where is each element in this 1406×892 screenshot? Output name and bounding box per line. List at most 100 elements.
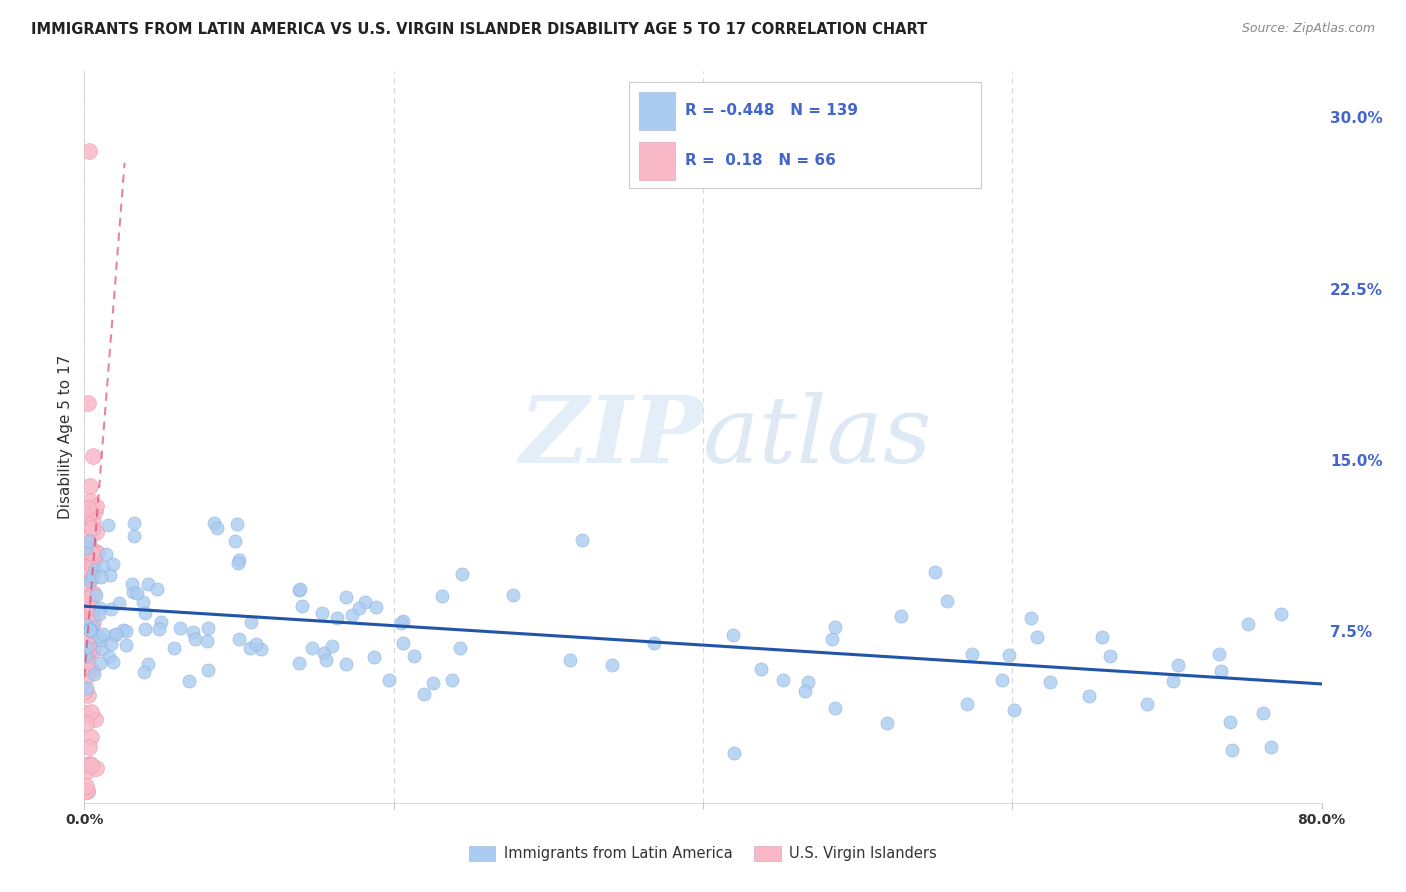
Point [1236,616,1258,631]
Point [96,547,118,561]
Point [87,607,110,621]
Point [132,594,155,608]
Point [392,635,415,649]
Point [311,606,333,620]
Point [643,636,665,650]
Point [75,604,97,618]
Point [321,640,343,654]
Point [101,558,124,572]
Point [76,608,98,623]
Point [205,521,228,535]
Point [79,623,101,637]
Point [87,629,110,643]
Point [451,566,474,581]
Point [240,615,263,629]
Point [430,589,453,603]
Point [73,684,96,698]
Point [84,588,107,602]
Point [100,602,122,616]
Point [239,640,262,655]
Point [73,629,96,643]
Point [75,670,97,684]
Point [76,591,98,606]
Point [1208,647,1230,661]
Point [82,546,104,560]
Point [98,649,121,664]
Point [169,621,191,635]
Point [162,641,184,656]
Point [75,715,97,730]
Point [75,706,97,720]
Point [132,665,155,680]
Point [75,782,97,797]
Point [136,577,159,591]
Point [197,663,219,677]
Point [80,705,103,719]
Point [79,623,101,637]
Point [82,620,104,634]
Point [378,673,401,687]
Point [84,524,107,539]
Point [177,673,200,688]
Point [1098,649,1121,664]
Point [104,627,127,641]
Point [558,653,581,667]
Text: IMMIGRANTS FROM LATIN AMERICA VS U.S. VIRGIN ISLANDER DISABILITY AGE 5 TO 17 COR: IMMIGRANTS FROM LATIN AMERICA VS U.S. VI… [31,22,927,37]
Point [82,586,104,600]
Point [77,533,100,548]
Point [76,640,98,654]
Point [77,145,100,159]
Point [75,531,97,545]
Point [723,746,745,760]
Point [197,634,219,648]
Point [84,761,107,775]
Text: atlas: atlas [703,392,932,482]
Point [79,574,101,588]
Point [77,500,100,515]
Point [183,632,205,646]
Point [115,624,138,638]
Point [83,552,105,566]
Point [250,641,273,656]
Point [1078,690,1101,704]
Point [1219,714,1241,729]
Point [97,517,120,532]
Point [1039,674,1062,689]
Point [288,656,311,670]
Point [83,666,105,681]
Point [1161,673,1184,688]
Point [291,599,314,614]
Point [79,624,101,639]
Point [121,577,143,591]
Point [1220,743,1243,757]
Point [77,643,100,657]
Point [79,479,101,493]
Point [363,649,385,664]
Point [991,673,1014,687]
Point [75,617,97,632]
Point [315,653,337,667]
Point [122,516,145,530]
Point [1251,706,1274,721]
Point [890,608,912,623]
Point [226,557,249,571]
Point [1270,607,1292,621]
Point [82,558,104,572]
Point [76,659,98,673]
Point [76,784,98,798]
Point [326,611,349,625]
Point [1211,665,1233,679]
Point [1019,611,1042,625]
Point [86,546,108,560]
Point [77,564,100,578]
Point [125,586,148,600]
Point [82,569,104,583]
Point [998,648,1021,662]
Point [80,601,103,615]
Point [77,538,100,552]
Point [228,632,250,647]
Point [571,533,593,547]
Point [749,662,772,676]
Point [101,655,124,669]
Point [602,657,624,672]
